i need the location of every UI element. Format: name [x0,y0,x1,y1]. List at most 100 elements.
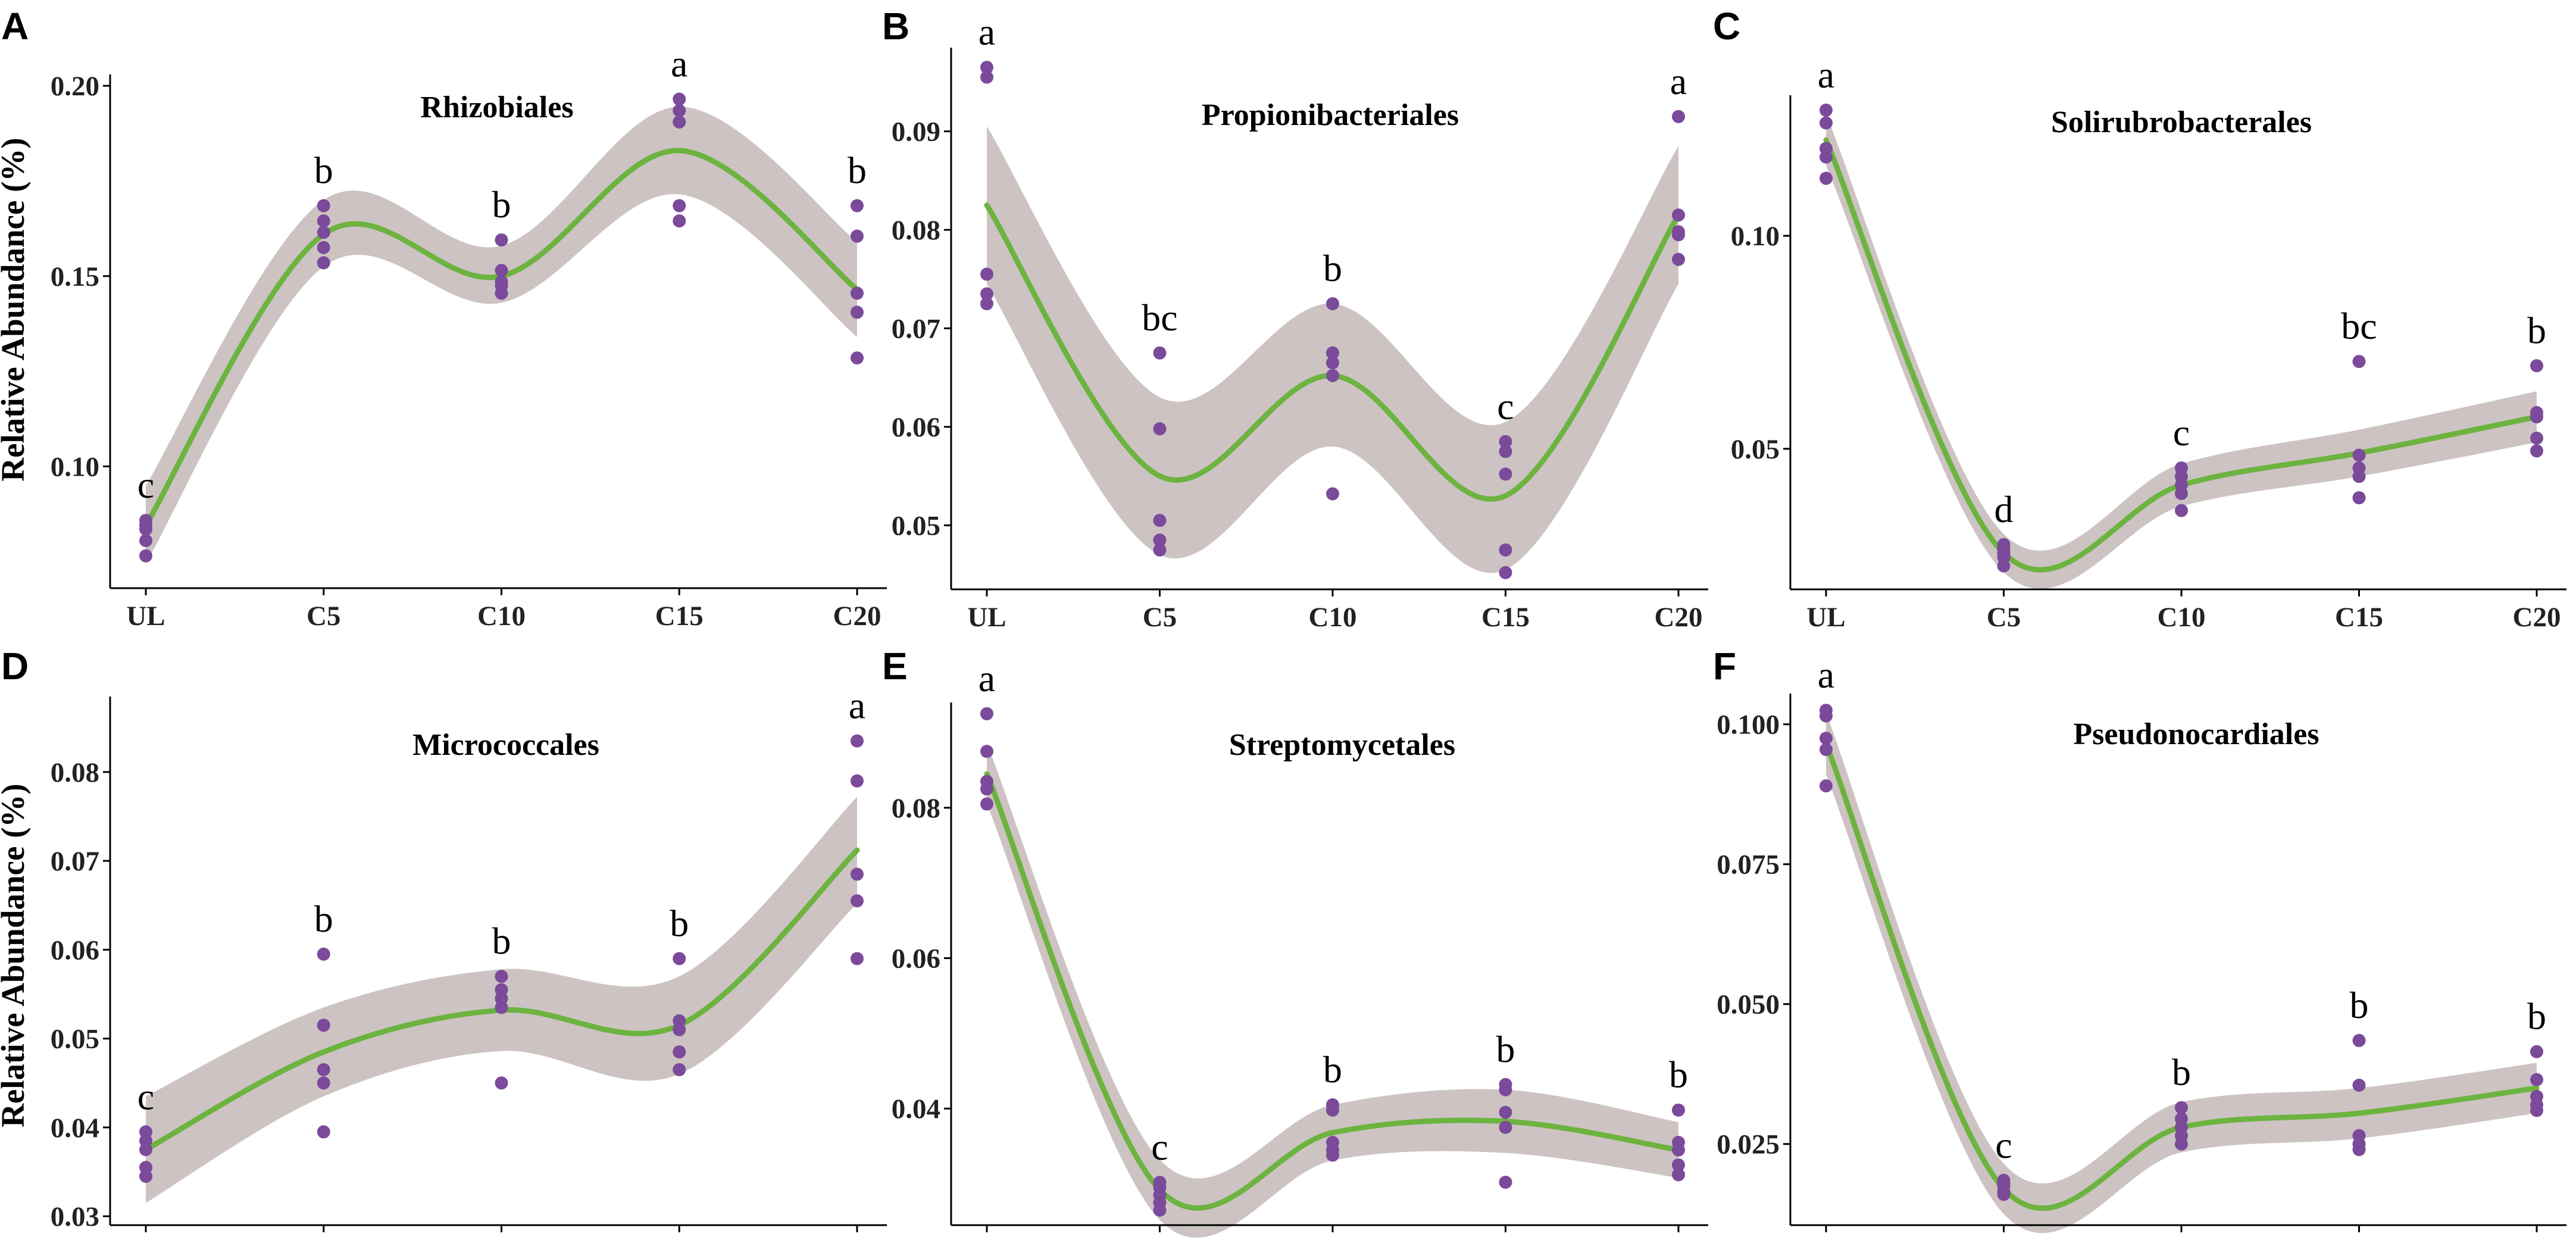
data-point [1820,709,1833,723]
significance-letter: a [1670,60,1687,102]
y-tick-label: 0.025 [1717,1129,1780,1160]
data-point [1499,445,1512,458]
significance-letter: bc [1142,296,1177,339]
x-tick-label: C15 [2335,1238,2383,1243]
x-tick-label: C5 [1987,1238,2021,1243]
data-point [673,199,686,213]
data-point [317,241,330,254]
data-point [1499,543,1512,557]
data-point [980,70,993,84]
data-point [1326,356,1339,370]
x-tick-label: C10 [477,1238,526,1243]
y-tick-label: 0.08 [892,215,940,246]
data-point [2530,1104,2543,1117]
x-tick-label: UL [126,601,165,632]
data-point [1499,1083,1512,1097]
significance-letter: b [1323,1048,1342,1091]
significance-letter: a [978,657,995,699]
data-point [1153,533,1167,547]
data-point [317,947,330,961]
data-point [1820,150,1833,164]
data-point [673,214,686,228]
data-point [2175,1137,2188,1151]
significance-letter: b [492,183,511,226]
x-tick-label: C10 [477,601,526,632]
data-point [673,92,686,106]
y-tick-label: 0.20 [51,71,99,102]
data-point [851,286,864,300]
data-point [495,264,508,277]
significance-letter: b [1496,1028,1515,1070]
data-point [2352,1033,2366,1047]
data-point [1997,546,2011,560]
significance-letter: d [1994,488,2014,530]
data-point [2175,1101,2188,1114]
data-point [1997,559,2011,573]
data-point [495,1076,508,1090]
x-tick-label: C15 [655,1238,704,1243]
data-point [980,267,993,281]
data-point [139,522,152,536]
data-point [980,61,993,74]
y-axis-label: Relative Abundance (%) [0,138,31,482]
data-point [1153,422,1167,436]
fit-line [1823,741,2540,1211]
data-point [1499,467,1512,481]
significance-letter: b [314,149,333,192]
data-point [1820,116,1833,130]
panel-f: F 0.025 0.050 0.075 0.100 UL C5 C10 C15 C20 a c b b b P… [1713,645,2566,1243]
panel-label: C [1713,5,1740,48]
data-point [2352,448,2366,462]
y-tick-label: 0.10 [51,451,99,482]
significance-letter: a [849,685,865,727]
panel-label: B [882,5,909,48]
panel-label: A [1,5,29,48]
data-point [2352,470,2366,483]
x-tick-label: C15 [655,601,704,632]
data-point [673,1023,686,1036]
significance-letter: c [1995,1124,2012,1166]
data-point [1820,732,1833,745]
significance-letter: c [1151,1126,1168,1168]
significance-letter: c [137,464,154,506]
data-point [1820,743,1833,756]
y-tick-label: 0.07 [892,314,940,345]
data-point [1672,1143,1685,1157]
data-point [980,797,993,811]
data-point [851,229,864,243]
data-point [495,1001,508,1014]
x-tick-label: UL [1806,602,1845,633]
significance-letter: b [2527,309,2546,351]
y-tick-label: 0.05 [1731,434,1780,465]
x-tick-label: C5 [1143,1238,1177,1243]
panel-title: Streptomycetales [1229,728,1455,762]
fit-line [1823,137,2540,573]
y-tick-label: 0.06 [51,935,99,966]
data-point [1499,435,1512,448]
data-point [1672,252,1685,266]
x-tick-label: C10 [2158,602,2206,633]
data-point [1672,225,1685,239]
data-point [139,534,152,548]
panel-title: Solirubrobacterales [2051,105,2312,139]
data-point [851,867,864,881]
y-tick-label: 0.07 [51,846,99,877]
data-point [317,256,330,270]
data-point [1153,543,1167,557]
data-point [317,226,330,239]
x-tick-label: UL [1806,1238,1845,1243]
data-point [980,707,993,720]
data-point [1499,1120,1512,1134]
data-point [139,549,152,563]
data-point [1499,566,1512,579]
y-tick-label: 0.05 [892,510,940,541]
significance-letter: b [314,898,333,940]
data-point [1153,514,1167,527]
data-point [1997,1176,2011,1190]
data-point [673,952,686,966]
significance-letter: b [492,920,511,962]
data-point [2352,355,2366,368]
data-point [851,351,864,365]
data-point [851,952,864,966]
